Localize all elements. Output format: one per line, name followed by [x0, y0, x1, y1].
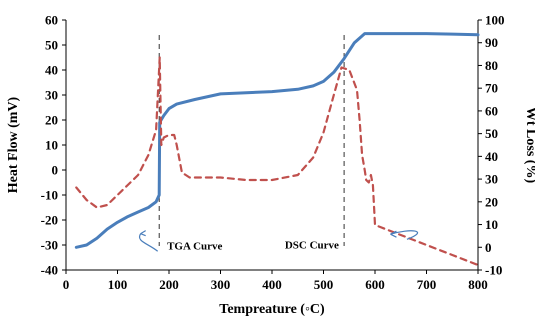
- annotation-dsc-arrowhead: [390, 230, 397, 238]
- reference-lines: [158, 35, 345, 246]
- axis-labels-group: Tempreature (◦C) Heat Flow (mV) Wt Loss (%…: [6, 96, 535, 317]
- x-tick-label: 800: [468, 277, 488, 292]
- y-left-tick-label: -20: [41, 213, 58, 228]
- y-right-tick-label: 40: [485, 149, 498, 164]
- x-tick-label: 600: [365, 277, 385, 292]
- x-tick-label: 300: [211, 277, 231, 292]
- annotation-dsc-arrow: [390, 230, 419, 240]
- y-left-tick-label: -30: [41, 238, 58, 253]
- annotation-tga-arrow: [138, 233, 159, 252]
- x-tick-label: 700: [417, 277, 437, 292]
- y-right-tick-label: 60: [485, 103, 498, 118]
- x-axis-title: Tempreature (◦C): [219, 302, 325, 317]
- y-right-tick-label: 50: [485, 126, 498, 141]
- y-axis-left-title: Heat Flow (mV): [6, 96, 21, 193]
- x-tick-label: 100: [108, 277, 128, 292]
- y-left-tick-label: -40: [41, 263, 58, 278]
- y-left-tick-label: 10: [45, 138, 58, 153]
- y-left-tick-label: 20: [45, 113, 58, 128]
- series-group: [74, 32, 480, 267]
- y-right-tick-label: 0: [485, 240, 492, 255]
- x-tick-label: 400: [262, 277, 282, 292]
- y-left-tick-label: 50: [45, 38, 58, 53]
- y-left-tick-label: 40: [45, 63, 58, 78]
- series-line-dsc: [75, 56, 480, 267]
- y-axis-right-title: Wt Loss (%): [523, 107, 535, 184]
- annotation-tga-label: TGA Curve: [167, 241, 222, 253]
- y-right-tick-label: 20: [485, 194, 498, 209]
- annotations-group: TGA Curve DSC Curve: [138, 230, 419, 253]
- y-right-tick-label: -10: [485, 263, 502, 278]
- axes-group: 0 100 200 300 400 500 600 700 8006050403020100-1…: [41, 13, 505, 293]
- x-tick-label: 200: [159, 277, 179, 292]
- y-left-tick-label: -10: [41, 188, 58, 203]
- y-left-tick-label: 30: [45, 88, 58, 103]
- y-right-tick-label: 70: [485, 81, 498, 96]
- y-right-tick-label: 80: [485, 58, 498, 73]
- annotation-dsc-label: DSC Curve: [285, 239, 339, 251]
- y-right-tick-label: 10: [485, 217, 498, 232]
- y-right-tick-label: 30: [485, 172, 498, 187]
- x-tick-label: 500: [314, 277, 334, 292]
- y-left-tick-label: 60: [45, 13, 58, 28]
- series-line-tga: [74, 32, 480, 249]
- y-right-tick-label: 90: [485, 35, 498, 50]
- annotation-tga-arrowhead: [140, 230, 146, 237]
- y-right-tick-label: 100: [485, 13, 505, 28]
- x-tick-label: 0: [63, 277, 70, 292]
- y-left-tick-label: 0: [52, 163, 59, 178]
